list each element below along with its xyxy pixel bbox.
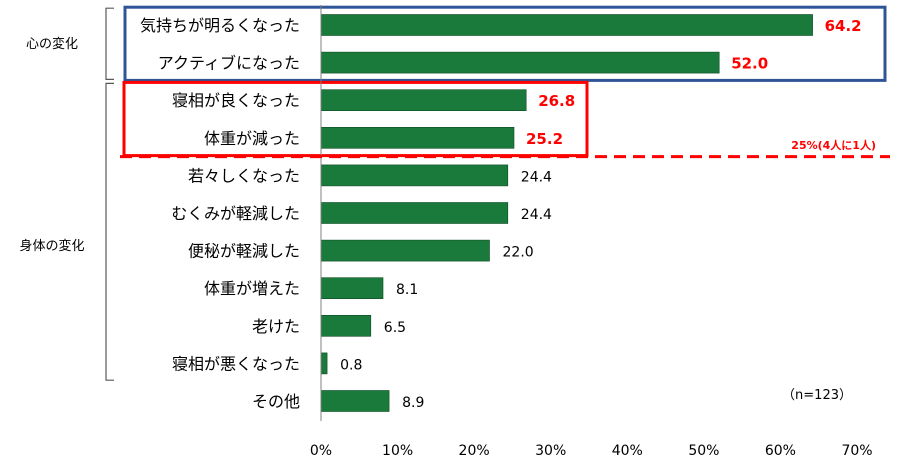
value-label: 8.9 [402,395,424,411]
category-label: 寝相が悪くなった [172,354,300,373]
category-label: アクティブになった [158,54,300,73]
bar [320,314,372,337]
category-label: むくみが軽減した [171,204,300,223]
value-label: 24.4 [521,169,552,185]
bar [320,127,515,149]
bar [320,202,509,224]
x-tick-label: 30% [535,443,566,459]
category-label: 体重が減った [204,129,300,148]
bar [320,390,390,412]
group-label-mind: 心の変化 [26,36,78,52]
x-tick-label: 40% [612,443,643,459]
bar [320,89,527,111]
value-label: 25.2 [526,130,563,148]
x-tick-label: 0% [310,443,332,459]
group-bracket [105,7,114,80]
group-label-body: 身体の変化 [19,238,84,254]
value-labels: 64.2 52.0 26.8 25.2 24.4 24.4 22.0 8.1 6.5 0.8 8.9 [340,17,862,411]
category-label: 老けた [252,317,300,336]
bar [320,352,328,375]
bar [320,164,509,187]
bar [320,239,490,262]
x-tick-label: 20% [459,443,490,459]
value-label: 22.0 [503,245,534,261]
reference-line-label: 25%(4人に1人) [791,138,876,152]
x-tick-label: 60% [765,443,796,459]
x-tick-label: 70% [841,443,872,459]
category-label: 便秘が軽減した [188,242,300,261]
x-tick-label: 50% [688,443,719,459]
group-brackets [105,7,114,381]
value-label: 24.4 [521,207,552,223]
value-label: 26.8 [538,92,575,110]
category-label: 気持ちが明るくなった [140,16,300,35]
category-label: 若々しくなった [188,166,300,185]
reference-line-group: 25%(4人に1人) [120,138,890,159]
group-labels: 心の変化 身体の変化 [19,36,84,254]
category-label: その他 [252,392,300,411]
bar [320,51,720,74]
value-label: 52.0 [731,55,768,73]
value-label: 8.1 [396,282,418,298]
category-label: 寝相が良くなった [172,91,300,110]
category-labels: 気持ちが明るくなったアクティブになった寝相が良くなった体重が減った若々しくなった… [140,16,300,411]
category-label: 体重が増えた [204,279,300,298]
sample-size-note: （n=123） [782,388,852,403]
value-label: 0.8 [340,357,362,373]
value-label: 6.5 [384,320,406,336]
x-tick-label: 10% [382,443,413,459]
value-label: 64.2 [825,17,862,35]
group-bracket [105,82,114,381]
highlight-box [123,5,887,82]
bars [320,14,813,412]
bar [320,14,813,36]
value-axis: 0% 10% 20% 30% 40% 50% 60% 70% [310,5,873,459]
bar [320,277,384,300]
